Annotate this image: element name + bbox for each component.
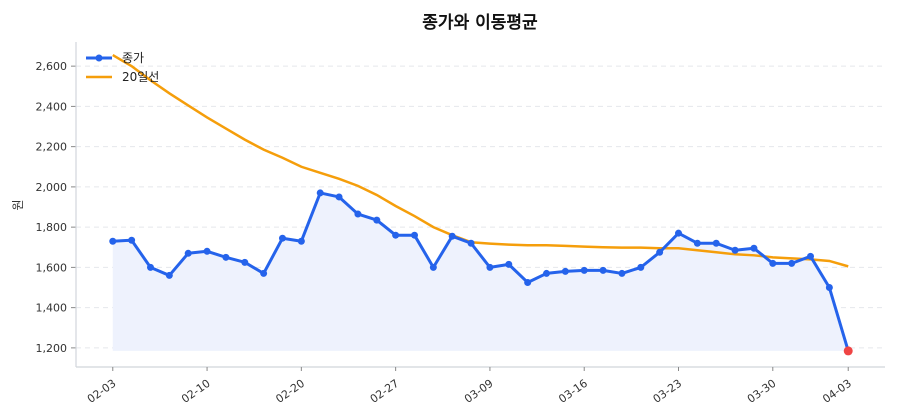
last-point-marker bbox=[843, 346, 853, 356]
close-price-point bbox=[524, 278, 532, 286]
close-price-point bbox=[429, 263, 437, 271]
close-price-point bbox=[693, 239, 701, 247]
y-axis-label: 원 bbox=[11, 199, 25, 210]
close-price-point bbox=[392, 231, 400, 239]
legend-close-label: 종가 bbox=[122, 51, 144, 65]
close-price-point bbox=[561, 267, 569, 275]
close-price-point bbox=[241, 258, 249, 266]
ma20-line bbox=[112, 54, 849, 268]
y-tick-label: 1,200 bbox=[36, 342, 68, 355]
close-price-point bbox=[222, 253, 230, 261]
close-price-area bbox=[112, 192, 849, 351]
close-price-point bbox=[825, 284, 833, 292]
close-price-line bbox=[112, 191, 850, 352]
close-price-point bbox=[656, 248, 664, 256]
x-tick-label: 02-20 bbox=[273, 377, 307, 406]
x-tick-label: 02-27 bbox=[368, 377, 402, 406]
y-tick-label: 1,800 bbox=[36, 221, 68, 234]
close-price-point bbox=[260, 269, 268, 277]
y-tick-label: 1,400 bbox=[36, 302, 68, 315]
close-price-point bbox=[807, 252, 815, 260]
chart-title: 종가와 이동평균 bbox=[422, 13, 538, 33]
close-price-point bbox=[599, 266, 607, 274]
close-price-point bbox=[712, 239, 720, 247]
close-price-point bbox=[750, 244, 758, 252]
close-price-point bbox=[410, 231, 418, 239]
close-price-point bbox=[467, 239, 475, 247]
close-price-point bbox=[146, 263, 154, 271]
close-price-point bbox=[316, 189, 324, 197]
close-price-point bbox=[278, 234, 286, 242]
close-price-point bbox=[109, 237, 117, 245]
x-tick-label: 03-09 bbox=[462, 377, 496, 406]
x-tick-label: 04-03 bbox=[820, 377, 854, 406]
close-price-point bbox=[731, 246, 739, 254]
x-tick-label: 03-16 bbox=[556, 377, 590, 406]
close-price-point bbox=[184, 249, 192, 257]
close-price-point bbox=[354, 210, 362, 218]
close-price-point bbox=[543, 269, 551, 277]
close-price-point bbox=[128, 236, 136, 244]
x-tick-label: 02-10 bbox=[179, 377, 213, 406]
close-price-point bbox=[769, 259, 777, 267]
close-price-point bbox=[486, 263, 494, 271]
close-price-point bbox=[675, 229, 683, 237]
close-price-point bbox=[203, 247, 211, 255]
y-tick-label: 2,600 bbox=[36, 60, 68, 73]
y-tick-label: 2,400 bbox=[36, 100, 68, 113]
close-price-point bbox=[297, 237, 305, 245]
y-tick-label: 1,600 bbox=[36, 261, 68, 274]
close-price-point bbox=[335, 193, 343, 201]
x-tick-label: 03-30 bbox=[745, 377, 779, 406]
close-price-point bbox=[637, 263, 645, 271]
y-tick-label: 2,000 bbox=[36, 181, 68, 194]
legend-close-marker bbox=[95, 54, 103, 62]
x-tick-label: 03-23 bbox=[651, 377, 685, 406]
close-price-point bbox=[448, 232, 456, 240]
close-price-point bbox=[618, 269, 626, 277]
close-price-point bbox=[505, 260, 513, 268]
close-price-point bbox=[580, 266, 588, 274]
close-price-point bbox=[165, 271, 173, 279]
x-tick-label: 02-03 bbox=[85, 377, 119, 406]
close-price-point bbox=[788, 259, 796, 267]
y-tick-label: 2,200 bbox=[36, 141, 68, 154]
legend-ma20-label: 20일선 bbox=[122, 70, 159, 84]
close-price-point bbox=[373, 216, 381, 224]
